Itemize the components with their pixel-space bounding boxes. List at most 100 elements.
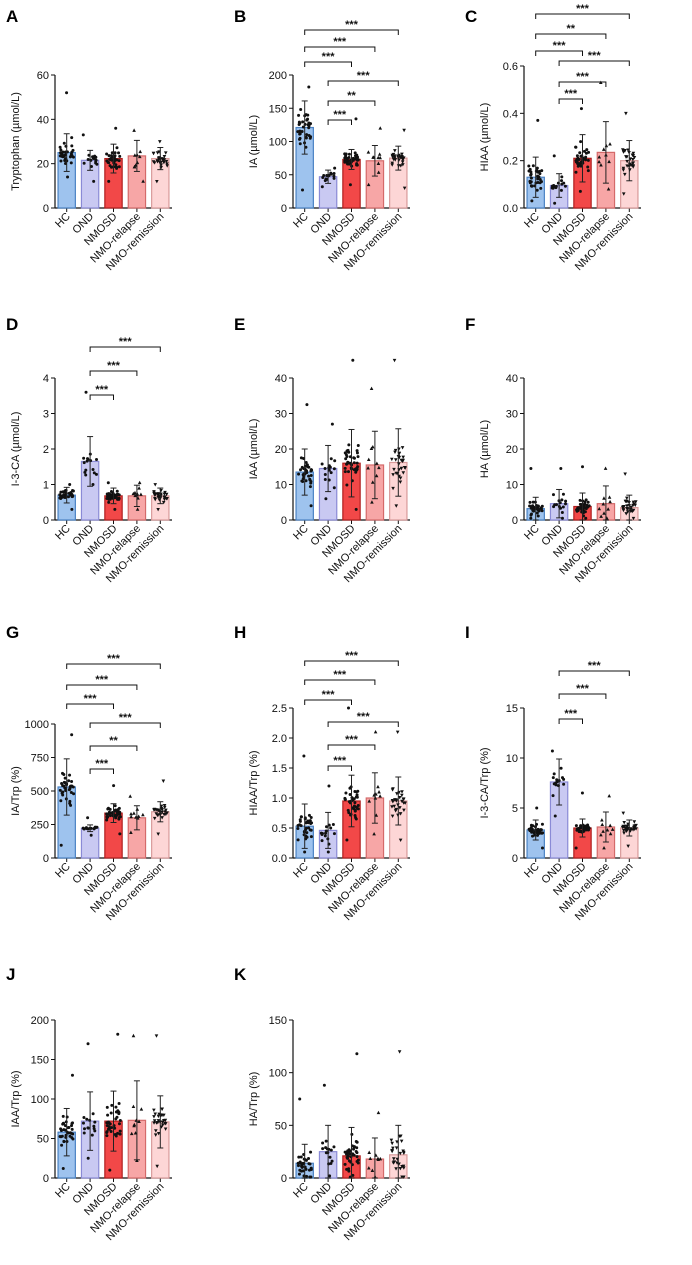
data-point (117, 165, 121, 169)
data-point (115, 166, 119, 170)
data-point (536, 833, 540, 837)
data-point (559, 766, 563, 770)
data-point (137, 1119, 141, 1123)
data-point (352, 1147, 356, 1151)
data-point (116, 1131, 120, 1135)
data-point (402, 128, 406, 133)
data-point (59, 1135, 63, 1139)
data-point (301, 477, 305, 481)
data-point (113, 507, 117, 511)
panel-B: BIA (µmol/L)050100150200HCONDNMOSDNMO-re… (234, 7, 410, 273)
data-point (390, 788, 395, 792)
data-point (90, 1133, 94, 1137)
dots-HC (58, 483, 75, 511)
significance-bracket (327, 765, 352, 771)
data-point (400, 160, 405, 164)
data-point (370, 500, 374, 504)
data-point (554, 781, 558, 785)
data-point (298, 1168, 302, 1172)
data-point (355, 1151, 359, 1155)
data-point (536, 504, 540, 508)
data-point (151, 151, 156, 156)
data-point (575, 828, 579, 832)
data-point (626, 844, 630, 848)
data-point (82, 461, 86, 465)
data-point (530, 505, 534, 509)
data-point (538, 172, 542, 176)
data-point (529, 827, 533, 831)
data-point (607, 159, 611, 164)
data-point (116, 808, 120, 812)
significance-label: *** (107, 360, 121, 372)
y-tick-label: 0 (281, 203, 287, 215)
data-point (346, 448, 350, 452)
data-point (539, 180, 543, 184)
data-point (347, 1167, 351, 1171)
data-point (332, 176, 336, 180)
data-point (308, 485, 312, 489)
data-point (131, 1033, 136, 1038)
data-point (529, 176, 533, 180)
data-point (301, 125, 305, 129)
data-point (300, 188, 304, 192)
significance-bracket (304, 699, 352, 705)
data-point (390, 457, 394, 462)
data-point (575, 157, 579, 161)
data-point (535, 188, 539, 192)
data-point (347, 706, 351, 710)
data-point (586, 500, 590, 504)
data-point (333, 166, 337, 170)
significance-bracket (304, 46, 376, 52)
data-point (346, 1156, 350, 1160)
data-point (60, 153, 64, 157)
data-point (113, 804, 117, 808)
panel-label: I (465, 623, 470, 642)
data-point (108, 1168, 112, 1172)
data-point (302, 754, 306, 758)
data-point (129, 811, 133, 816)
data-point (602, 511, 606, 515)
data-point (106, 481, 110, 485)
data-point (325, 173, 329, 177)
data-point (327, 464, 331, 468)
significance-label: *** (333, 109, 347, 121)
y-tick-label: 0.2 (503, 156, 518, 168)
data-point (345, 157, 349, 161)
data-point (328, 1174, 332, 1178)
data-point (535, 511, 539, 515)
data-point (355, 1155, 359, 1159)
dots-NMO-relapse (366, 386, 381, 504)
y-tick-label: 30 (275, 409, 287, 421)
dots-NMOSD (105, 126, 122, 183)
data-point (330, 1159, 334, 1163)
data-point (133, 493, 138, 498)
data-point (355, 1052, 359, 1056)
data-point (320, 839, 324, 843)
data-point (597, 155, 602, 159)
data-point (81, 1121, 85, 1125)
data-point (351, 1173, 355, 1177)
data-point (323, 466, 327, 470)
data-point (298, 823, 302, 827)
y-tick-label: 500 (31, 786, 49, 798)
data-point (389, 1138, 394, 1143)
data-point (91, 468, 95, 472)
data-point (344, 791, 348, 795)
data-point (117, 1122, 121, 1126)
data-point (560, 179, 564, 183)
significance-label: ** (567, 23, 576, 35)
data-point (346, 460, 350, 464)
data-point (92, 471, 96, 475)
data-point (61, 150, 65, 154)
data-point (530, 184, 534, 188)
data-point (156, 832, 161, 836)
data-point (400, 1175, 404, 1179)
significance-bracket (327, 100, 376, 106)
data-point (355, 1140, 359, 1144)
data-point (298, 1097, 302, 1101)
data-point (540, 822, 544, 826)
data-point (332, 467, 336, 471)
data-point (574, 170, 578, 174)
significance-bracket (558, 98, 583, 104)
data-point (132, 1123, 136, 1128)
